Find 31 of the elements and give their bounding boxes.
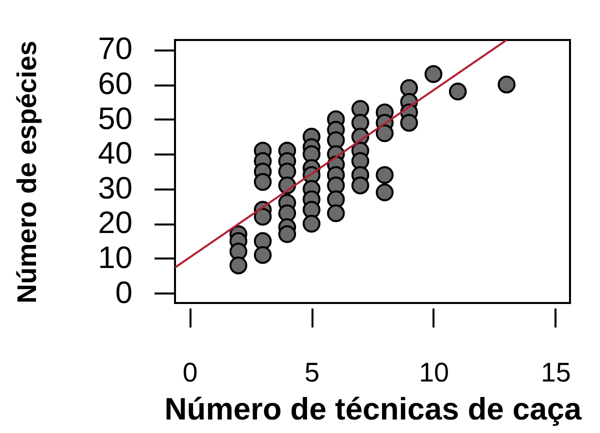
point [424,65,442,83]
y-tick-label: 60 [98,66,132,102]
point [376,166,394,184]
y-tick-label: 50 [98,100,132,136]
y-tick-label: 20 [98,205,132,240]
point [448,82,467,100]
point [302,214,320,233]
point [376,124,394,142]
point [254,173,272,191]
y-tick-label: 10 [98,240,132,275]
point [400,114,418,132]
point [327,204,345,222]
point [498,76,516,94]
x-tick-label: 15 [540,358,571,388]
point [302,200,320,219]
x-axis-title: Número de técnicas de caça [164,392,582,426]
x-tick-label: 5 [304,358,320,388]
point [229,256,248,274]
y-tick-label: 40 [98,136,132,171]
y-tick-label: 70 [98,31,132,66]
y-tick-label: 30 [98,170,132,206]
x-tick-label: 10 [418,358,449,388]
point [278,225,296,244]
point [254,208,272,226]
y-axis-title: Número de espécies [12,40,42,304]
point [376,183,394,202]
point [351,176,370,194]
point [327,190,345,208]
x-tick-label: 0 [182,358,198,388]
point [254,246,272,264]
y-tick-label: 0 [115,274,132,310]
